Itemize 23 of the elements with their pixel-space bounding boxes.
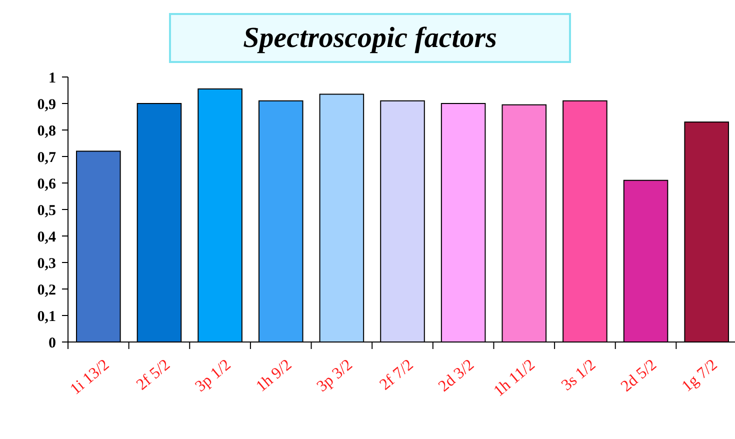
chart-title: Spectroscopic factors <box>243 22 497 54</box>
y-tick-label: 0,1 <box>37 308 56 325</box>
x-tick-label: 1h 9/2 <box>253 356 296 396</box>
x-tick-label: 2f 7/2 <box>376 356 417 394</box>
x-tick-label: 1i 13/2 <box>67 356 113 398</box>
y-tick-label: 0,4 <box>37 229 56 246</box>
x-tick-label: 3s 1/2 <box>558 356 600 394</box>
x-tick-label: 1g 7/2 <box>678 356 721 396</box>
x-tick-label: 2d 5/2 <box>618 356 660 396</box>
x-tick-label: 3p 1/2 <box>192 356 234 396</box>
x-tick-label: 2d 3/2 <box>436 356 478 396</box>
x-tick-label: 3p 3/2 <box>314 356 356 396</box>
y-tick-label: 0 <box>48 335 56 352</box>
x-tick-label: 2f 5/2 <box>134 356 174 394</box>
y-tick-label: 0,2 <box>37 282 56 298</box>
y-tick-label: 0,3 <box>37 256 56 272</box>
y-tick-label: 0,7 <box>37 150 56 166</box>
y-tick-label: 0,8 <box>37 123 56 140</box>
x-tick-label: 1h 11/2 <box>490 356 538 400</box>
y-tick-label: 0,9 <box>37 96 56 113</box>
y-tick-label: 0,6 <box>37 176 56 192</box>
y-tick-label: 0,5 <box>37 202 56 219</box>
y-tick-label: 1 <box>48 70 56 86</box>
